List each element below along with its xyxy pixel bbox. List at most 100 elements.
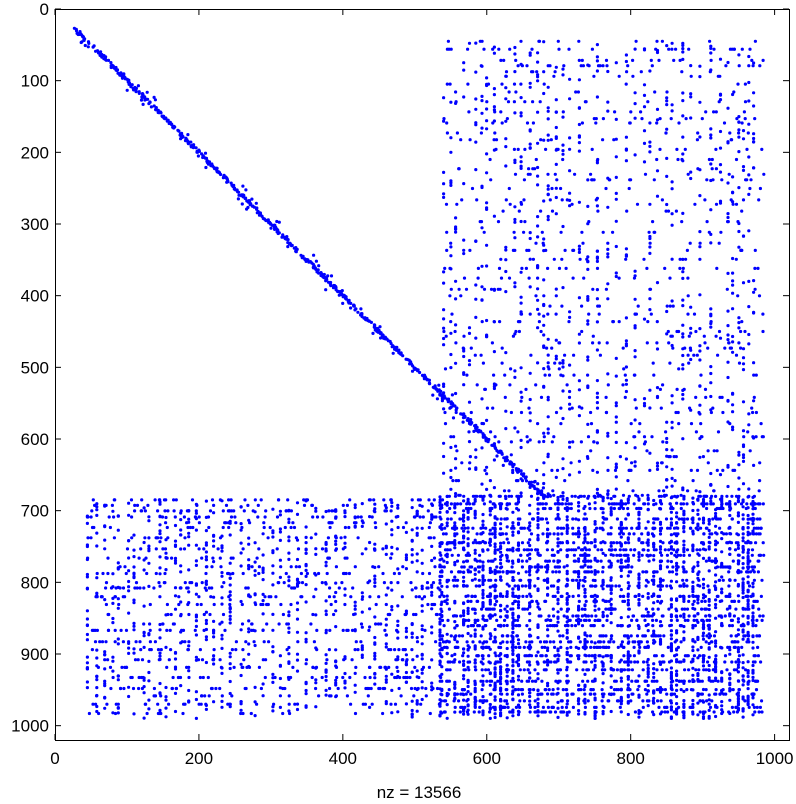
nonzero-point bbox=[342, 293, 346, 297]
nonzero-point bbox=[525, 624, 529, 628]
nonzero-point bbox=[648, 251, 652, 255]
nonzero-point bbox=[212, 635, 216, 639]
nonzero-point bbox=[218, 536, 223, 540]
nonzero-point bbox=[278, 509, 282, 513]
nonzero-point bbox=[737, 115, 741, 119]
nonzero-point bbox=[503, 395, 507, 399]
nonzero-point bbox=[249, 711, 253, 716]
nonzero-point bbox=[642, 397, 647, 401]
nonzero-point bbox=[626, 559, 630, 563]
nonzero-point bbox=[511, 679, 516, 683]
nonzero-point bbox=[633, 269, 637, 273]
nonzero-point bbox=[657, 489, 661, 493]
nonzero-point bbox=[401, 565, 405, 569]
nonzero-point bbox=[597, 607, 601, 611]
nonzero-point bbox=[701, 455, 706, 459]
nonzero-point bbox=[158, 691, 162, 696]
nonzero-point bbox=[606, 247, 610, 251]
nonzero-point bbox=[661, 440, 665, 444]
nonzero-point bbox=[158, 540, 162, 544]
nonzero-point bbox=[156, 509, 160, 513]
nonzero-point bbox=[373, 584, 377, 588]
nonzero-point bbox=[128, 82, 132, 86]
nonzero-point bbox=[514, 90, 518, 94]
nonzero-point bbox=[542, 367, 546, 371]
nonzero-point bbox=[390, 519, 394, 523]
nonzero-point bbox=[139, 648, 143, 652]
nonzero-point bbox=[305, 571, 309, 576]
nonzero-point bbox=[271, 676, 275, 680]
nonzero-point bbox=[442, 391, 446, 395]
nonzero-point bbox=[363, 675, 367, 680]
nonzero-point bbox=[82, 38, 86, 43]
nonzero-point bbox=[536, 183, 540, 187]
nonzero-point bbox=[492, 384, 496, 388]
nonzero-point bbox=[577, 586, 581, 590]
nonzero-point bbox=[314, 259, 318, 263]
nonzero-point bbox=[336, 686, 340, 691]
nonzero-point bbox=[568, 191, 572, 195]
nonzero-point bbox=[287, 535, 291, 539]
nonzero-point bbox=[558, 361, 562, 365]
nonzero-point bbox=[528, 419, 532, 423]
nonzero-point bbox=[132, 565, 136, 569]
nonzero-point bbox=[360, 625, 364, 629]
nonzero-point bbox=[390, 552, 394, 556]
nonzero-point bbox=[536, 174, 540, 178]
nonzero-point bbox=[550, 468, 554, 472]
nonzero-point bbox=[750, 58, 754, 63]
nonzero-point bbox=[674, 209, 679, 213]
nonzero-point bbox=[595, 255, 600, 259]
nonzero-point bbox=[228, 614, 232, 618]
nonzero-point bbox=[353, 506, 357, 510]
nonzero-point bbox=[552, 532, 556, 536]
nonzero-point bbox=[503, 618, 507, 623]
nonzero-point bbox=[466, 82, 470, 86]
nonzero-point bbox=[670, 257, 674, 261]
nonzero-point bbox=[415, 513, 419, 518]
nonzero-point bbox=[256, 503, 260, 507]
nonzero-point bbox=[528, 146, 532, 150]
nonzero-point bbox=[142, 645, 146, 650]
nonzero-point bbox=[287, 575, 291, 579]
nonzero-point bbox=[324, 628, 328, 633]
nonzero-point bbox=[730, 705, 735, 710]
nonzero-point bbox=[94, 702, 98, 706]
nonzero-point bbox=[289, 565, 293, 569]
nonzero-point bbox=[707, 693, 711, 697]
nonzero-point bbox=[396, 655, 400, 659]
nonzero-point bbox=[583, 631, 587, 635]
nonzero-point bbox=[550, 440, 554, 444]
nonzero-point bbox=[376, 330, 380, 334]
nonzero-point bbox=[263, 595, 267, 599]
nonzero-point bbox=[454, 341, 458, 345]
nonzero-point bbox=[185, 586, 189, 590]
nonzero-point bbox=[636, 688, 640, 692]
nonzero-point bbox=[520, 395, 524, 399]
nonzero-point bbox=[524, 387, 528, 391]
nonzero-point bbox=[127, 685, 131, 689]
nonzero-point bbox=[104, 581, 109, 585]
nonzero-point bbox=[620, 640, 625, 644]
nonzero-point bbox=[753, 248, 757, 252]
nonzero-point bbox=[311, 665, 315, 670]
nonzero-point bbox=[689, 305, 693, 309]
nonzero-point bbox=[652, 373, 656, 377]
nonzero-point bbox=[595, 297, 600, 301]
nonzero-point bbox=[740, 320, 744, 324]
nonzero-point bbox=[751, 713, 755, 717]
nonzero-point bbox=[513, 217, 517, 222]
nonzero-point bbox=[639, 70, 643, 74]
nonzero-point bbox=[652, 696, 656, 700]
nonzero-point bbox=[648, 406, 652, 410]
nonzero-point bbox=[241, 571, 245, 576]
nonzero-point bbox=[512, 230, 516, 234]
nonzero-point bbox=[568, 440, 572, 444]
nonzero-point bbox=[278, 538, 282, 543]
nonzero-point bbox=[250, 565, 254, 569]
nonzero-point bbox=[688, 406, 692, 410]
nonzero-point bbox=[606, 496, 610, 500]
nonzero-point bbox=[446, 618, 450, 623]
nonzero-point bbox=[701, 596, 706, 600]
nonzero-point bbox=[465, 699, 469, 703]
